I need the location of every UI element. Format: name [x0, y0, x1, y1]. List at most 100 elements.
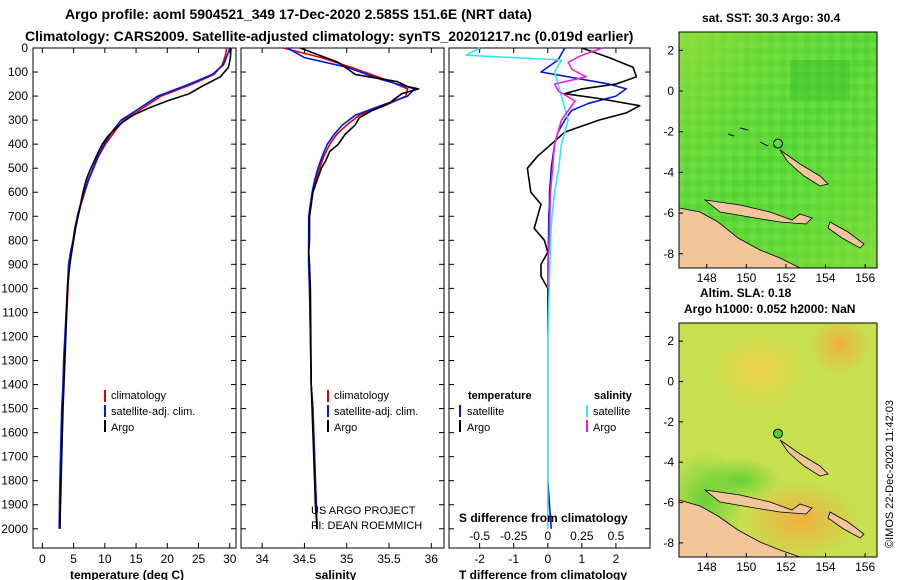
depth-axis: 0 100 200 300 400 500 600 700 800 900 1000 1100 1200… [1, 41, 28, 536]
x-tick-label: 30 [223, 552, 237, 566]
legend-clim-label: climatology [334, 390, 390, 402]
sla-low-patch [700, 458, 780, 502]
difference-legend: temperature salinity satellite Argo sate… [459, 390, 633, 434]
sla-land-newguinea [679, 499, 801, 557]
legend-argo-label: Argo [334, 422, 357, 434]
depth-tick-label: 800 [8, 233, 28, 247]
sst-map: sat. SST: 30.3 Argo: 30.4 148 150 152 154 15… [663, 11, 878, 285]
s-difference-xlabel: S difference from climatology [459, 511, 628, 525]
legend-sat-label: satellite-adj. clim. [334, 406, 418, 418]
t-difference-xlabel: T difference from climatology [459, 568, 627, 580]
s-tick-label: -0.5 [469, 529, 490, 543]
sst-islands [727, 127, 769, 147]
map-lon-label: 156 [855, 271, 875, 285]
x-tick-label: -1 [508, 552, 519, 566]
map-lon-label: 150 [736, 560, 756, 574]
sla-land-bougainville [827, 511, 865, 539]
imos-watermark: ©IMOS 22-Dec-2020 11:42:03 [884, 400, 896, 548]
series-line-satellite-adj-clim [287, 47, 416, 529]
sla-high-patch-s [740, 480, 860, 557]
sst-map-frame [678, 31, 878, 269]
depth-tick-label: 1500 [1, 402, 28, 416]
x-tick-label: 34 [255, 552, 269, 566]
map-lon-label: 154 [816, 560, 836, 574]
map-lon-label: 156 [855, 560, 875, 574]
legend-argo-label: Argo [111, 422, 134, 434]
map-lon-label: 150 [736, 271, 756, 285]
x-tick-label: 34.5 [293, 552, 317, 566]
x-tick-label: 0 [39, 552, 46, 566]
map-lat-label: -8 [663, 536, 674, 550]
series-line-s-argo [546, 47, 603, 289]
depth-tick-label: 1400 [1, 378, 28, 392]
map-lon-label: 148 [697, 560, 717, 574]
sla-map-title-2: Argo h1000: 0.052 h2000: NaN [684, 302, 855, 316]
map-lon-label: 148 [697, 271, 717, 285]
sst-float-marker [773, 138, 783, 149]
depth-tick-label: 100 [8, 65, 28, 79]
depth-tick-label: 500 [8, 161, 28, 175]
sst-map-title: sat. SST: 30.3 Argo: 30.4 [702, 11, 841, 25]
depth-tick-label: 400 [8, 137, 28, 151]
depth-tick-label: 300 [8, 113, 28, 127]
header-line-2: Climatology: CARS2009. Satellite-adjuste… [25, 28, 633, 44]
temperature-legend: climatology satellite-adj. clim. Argo [104, 390, 195, 434]
depth-tick-label: 1800 [1, 474, 28, 488]
x-tick-label: 5 [70, 552, 77, 566]
series-line-t-argo [526, 47, 641, 289]
map-lat-label: -6 [663, 496, 674, 510]
map-lon-label: 152 [776, 271, 796, 285]
x-tick-label: 2 [613, 552, 620, 566]
legend-t-sat-label: satellite [467, 406, 504, 418]
sla-land-newbritain [703, 489, 813, 515]
sla-high-patch-ne [810, 323, 870, 375]
depth-tick-label: 1100 [2, 305, 28, 319]
series-line-s-satellite [465, 47, 570, 529]
sla-map-title-1: Altim. SLA: 0.18 [700, 286, 792, 300]
x-tick-label: 35.5 [377, 552, 401, 566]
salinity-legend: climatology satellite-adj. clim. Argo [327, 390, 418, 434]
sla-map-frame [678, 322, 878, 558]
map-lat-label: -6 [663, 206, 674, 220]
depth-tick-label: 1300 [1, 354, 28, 368]
difference-panel: -2 -1 0 1 2 -0.5 -0.25 0 0.25 0.5 temperature sal… [448, 47, 651, 580]
s-tick-label: 0.25 [570, 529, 594, 543]
legend-clim-label: climatology [111, 390, 167, 402]
map-lat-label: -4 [663, 165, 674, 179]
map-lon-label: 152 [776, 560, 796, 574]
depth-tick-label: 0 [21, 41, 28, 55]
map-lat-label: -2 [663, 415, 674, 429]
depth-tick-label: 1000 [1, 281, 28, 295]
temperature-frame [32, 47, 237, 549]
map-lat-label: 2 [667, 43, 674, 57]
x-tick-label: 0 [544, 552, 551, 566]
sla-float-marker [773, 428, 783, 439]
map-lat-label: -8 [663, 247, 674, 261]
x-tick-label: 15 [129, 552, 143, 566]
map-lat-label: -2 [663, 125, 674, 139]
legend-t-argo-label: Argo [467, 422, 490, 434]
depth-tick-label: 900 [8, 257, 28, 271]
map-lat-label: 0 [667, 84, 674, 98]
legend-s-sat-label: satellite [593, 406, 630, 418]
legend-s-argo-label: Argo [593, 422, 616, 434]
salinity-frame [240, 47, 445, 549]
salinity-panel: 34 34.5 35 35.5 36 climatology satellite-adj… [240, 47, 445, 580]
sla-high-patch [710, 330, 810, 410]
x-tick-label: -2 [474, 552, 485, 566]
sst-land-newguinea [679, 207, 801, 268]
depth-tick-label: 1600 [1, 426, 28, 440]
x-tick-label: 10 [98, 552, 112, 566]
s-tick-label: -0.25 [500, 529, 528, 543]
depth-tick-label: 200 [8, 89, 28, 103]
series-line-argo [299, 47, 420, 529]
s-tick-label: 0 [544, 529, 551, 543]
map-lat-label: -4 [663, 455, 674, 469]
depth-tick-label: 1700 [1, 450, 28, 464]
series-line-argo [59, 47, 232, 529]
map-lon-label: 154 [816, 271, 836, 285]
header-line-1: Argo profile: aoml 5904521_349 17-Dec-20… [65, 6, 532, 22]
depth-tick-label: 700 [8, 209, 28, 223]
salinity-xlabel: salinity [315, 568, 357, 580]
